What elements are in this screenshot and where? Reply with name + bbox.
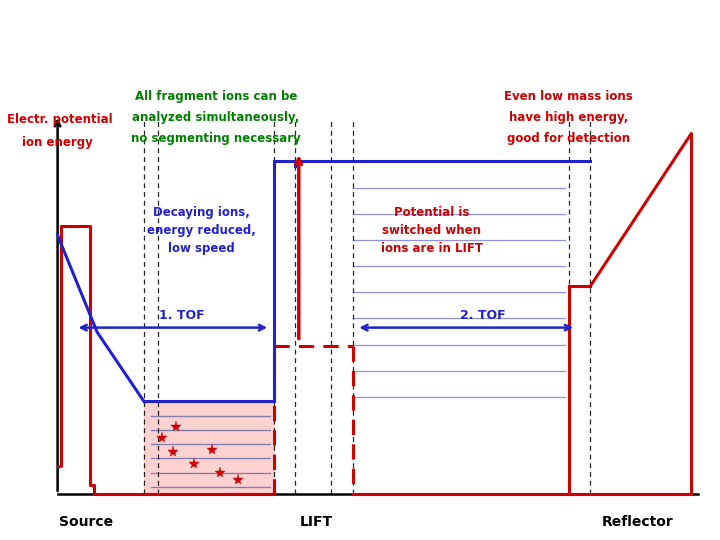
Text: analyzed simultaneously,: analyzed simultaneously, xyxy=(132,111,300,124)
Text: Decaying ions,
energy reduced,
low speed: Decaying ions, energy reduced, low speed xyxy=(147,206,256,255)
Text: Electr. potential: Electr. potential xyxy=(7,113,113,126)
Text: good for detection: good for detection xyxy=(507,132,631,145)
Text: have high energy,: have high energy, xyxy=(509,111,629,124)
Text: 2. TOF: 2. TOF xyxy=(459,309,505,322)
Polygon shape xyxy=(144,402,274,494)
Text: Reflector: Reflector xyxy=(601,515,673,529)
Text: Even low mass ions: Even low mass ions xyxy=(505,90,633,103)
Text: Source: Source xyxy=(59,515,114,529)
Text: TOF/TOF with LIFT (Scheme): TOF/TOF with LIFT (Scheme) xyxy=(93,23,627,56)
Text: 1. TOF: 1. TOF xyxy=(159,309,204,322)
Text: ion energy: ion energy xyxy=(22,137,92,150)
Text: no segmenting necessary: no segmenting necessary xyxy=(131,132,301,145)
Text: All fragment ions can be: All fragment ions can be xyxy=(135,90,297,103)
Text: LIFT: LIFT xyxy=(300,515,333,529)
Text: Potential is
switched when
ions are in LIFT: Potential is switched when ions are in L… xyxy=(381,206,483,255)
